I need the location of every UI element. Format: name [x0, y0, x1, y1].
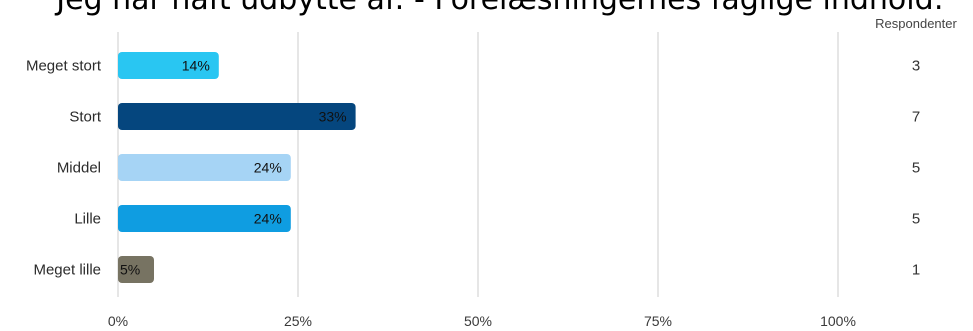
category-label: Lille [74, 211, 101, 228]
x-tick-label: 75% [644, 313, 672, 329]
respondent-count: 5 [912, 211, 920, 228]
category-label: Stort [69, 109, 102, 126]
data-label: 24% [254, 160, 282, 176]
data-label: 14% [182, 58, 210, 74]
data-label: 24% [254, 211, 282, 227]
grid-lines [117, 32, 839, 297]
bar [118, 154, 291, 181]
bars: 14% 33% 24% 24% 5% [118, 52, 356, 283]
x-tick-label: 25% [284, 313, 312, 329]
bar [118, 52, 219, 79]
x-tick-label: 100% [820, 313, 856, 329]
data-label: 33% [319, 109, 347, 125]
respondent-count: 5 [912, 160, 920, 177]
respondents-header: Respondenter [875, 16, 957, 31]
x-tick-label: 50% [464, 313, 492, 329]
respondent-count: 3 [912, 58, 920, 75]
category-label: Middel [57, 160, 101, 177]
x-tick-label: 0% [108, 313, 128, 329]
respondents-column: 3 7 5 5 1 [912, 58, 920, 279]
category-label: Meget lille [33, 262, 101, 279]
bar [118, 256, 154, 283]
x-axis-ticks: 0% 25% 50% 75% 100% [108, 313, 856, 329]
bar [118, 205, 291, 232]
data-label: 5% [120, 262, 140, 278]
chart-title: Jeg har haft udbytte af: - Forelæsninger… [54, 0, 943, 17]
bar [118, 103, 356, 130]
respondent-count: 1 [912, 262, 920, 279]
category-label: Meget stort [26, 58, 102, 75]
category-labels: Meget stort Stort Middel Lille Meget lille [26, 58, 102, 279]
respondent-count: 7 [912, 109, 920, 126]
